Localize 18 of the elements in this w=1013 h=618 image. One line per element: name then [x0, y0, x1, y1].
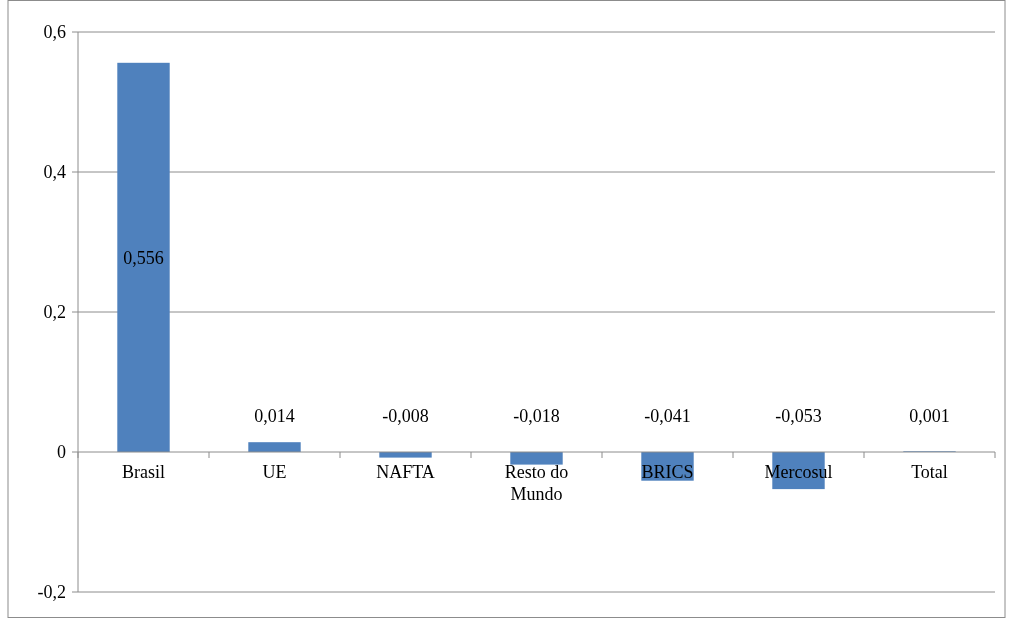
y-tick-label: 0,4 — [43, 162, 66, 183]
x-tick-label: Total — [911, 462, 948, 482]
data-label: 0,001 — [909, 406, 950, 427]
data-label: -0,041 — [644, 406, 691, 427]
data-label: -0,018 — [513, 406, 560, 427]
x-tick-label: UE — [262, 462, 287, 482]
data-label: 0,014 — [254, 406, 295, 427]
y-tick-label: 0 — [57, 442, 66, 463]
y-tick-label: -0,2 — [37, 582, 66, 603]
x-tick-label: BRICS — [641, 462, 694, 482]
x-tick-label: Brasil — [122, 462, 165, 482]
data-label: 0,556 — [123, 247, 164, 268]
y-tick-label: 0,2 — [43, 302, 66, 323]
y-tick-label: 0,6 — [43, 22, 66, 43]
x-tick-label: NAFTA — [376, 462, 435, 482]
x-tick-label: Resto do Mundo — [504, 462, 569, 504]
data-label: -0,008 — [382, 406, 429, 427]
data-label: -0,053 — [775, 406, 822, 427]
